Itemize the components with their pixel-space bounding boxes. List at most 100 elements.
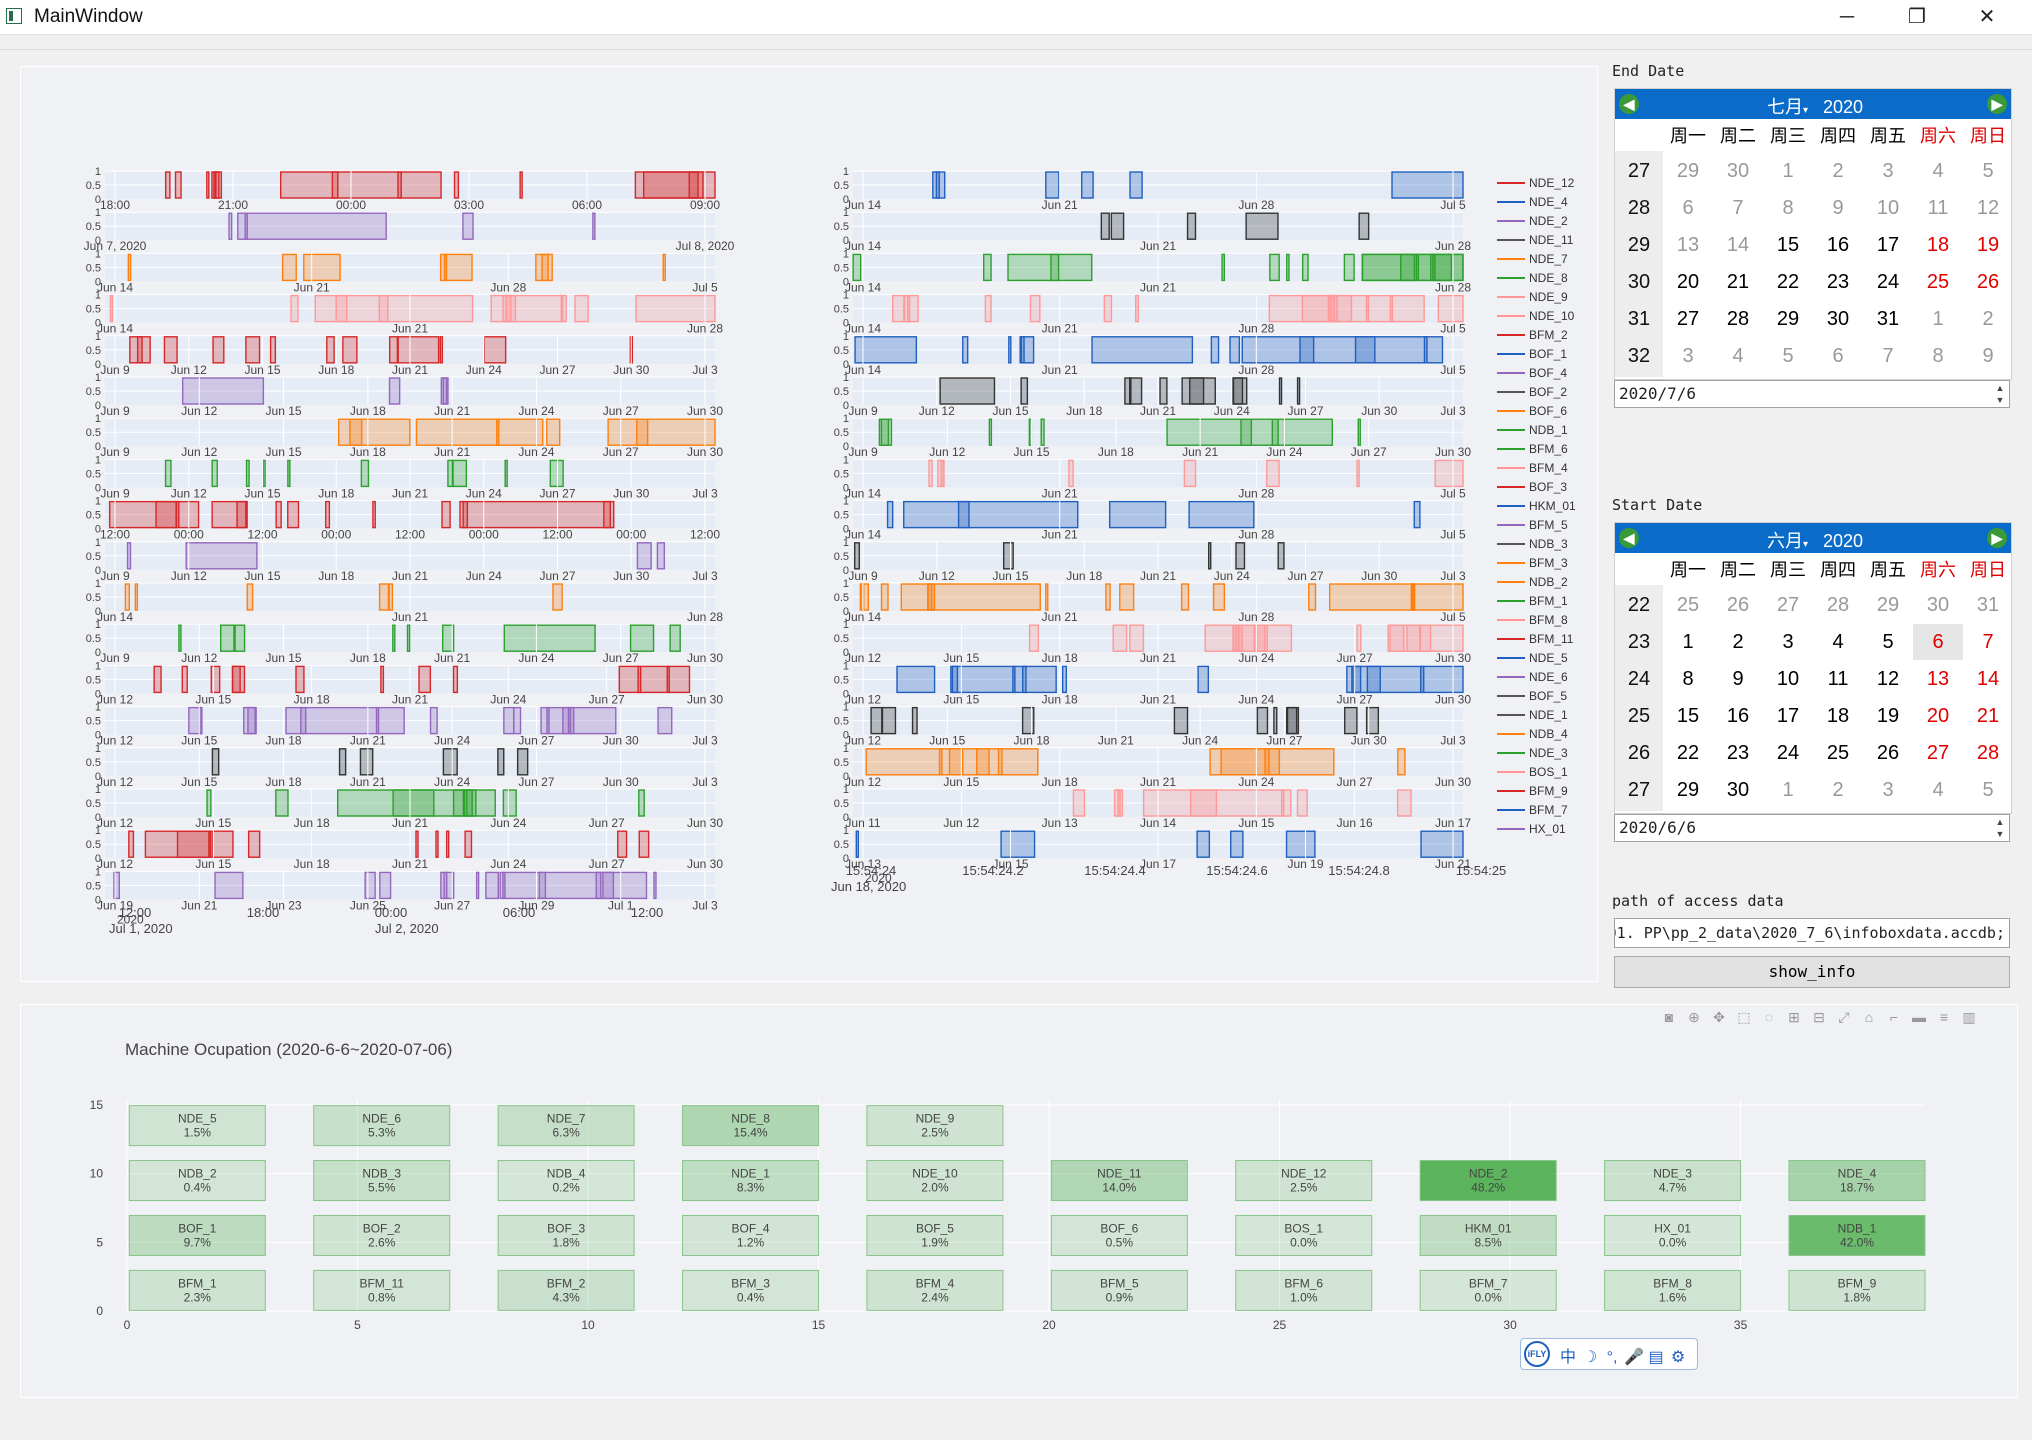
calendar-day[interactable]: 25 [1826,742,1850,764]
calendar-day[interactable]: 1 [1782,779,1794,801]
pan-icon[interactable]: ✥ [1713,1009,1725,1025]
calendar-day[interactable]: 23 [1726,742,1750,764]
path-input[interactable]: 01. PP\pp_2_data\2020_7_6\infoboxdata.ac… [1614,918,2010,948]
calendar-day[interactable]: 18 [1826,705,1850,727]
keyboard-icon[interactable]: ▤ [1648,1349,1664,1366]
punctuation-icon[interactable]: °, [1606,1349,1618,1366]
minimize-button[interactable]: ─ [1839,6,1855,28]
calendar-day[interactable]: 3 [1882,160,1894,182]
calendar-day[interactable]: 6 [1913,624,1963,660]
calendar-day[interactable]: 10 [1876,197,1900,219]
plot-modebar[interactable]: ◙ ⊕ ✥ ⬚ ◌ ⊞ ⊟ ⤢ ⌂ ⌐ ▬ ≡ ▥ [1655,1009,1980,1027]
zoom-in-icon[interactable]: ⊞ [1788,1009,1800,1025]
zoom-icon[interactable]: ⊕ [1688,1009,1700,1025]
spin-up-icon[interactable]: ▲ [1995,383,2005,393]
calendar-day[interactable]: 10 [1776,668,1800,690]
home-icon[interactable]: ⌂ [1864,1009,1874,1025]
calendar-day[interactable]: 12 [1976,197,2000,219]
moon-icon[interactable]: ☽ [1582,1349,1598,1366]
prev-month-icon[interactable]: ◀ [1619,94,1639,114]
calendar-day[interactable]: 7 [1982,631,1994,653]
calendar-day[interactable]: 3 [1882,779,1894,801]
close-button[interactable]: ✕ [1978,6,1996,28]
calendar-day[interactable]: 24 [1876,271,1900,293]
calendar-day[interactable]: 19 [1876,705,1900,727]
calendar-day[interactable]: 2 [1732,631,1744,653]
calendar-day[interactable]: 19 [1976,234,2000,256]
camera-icon[interactable]: ◙ [1664,1009,1674,1025]
calendar-day[interactable]: 4 [1932,779,1944,801]
calendar-day[interactable]: 9 [1982,345,1994,367]
calendar-day[interactable]: 5 [1882,631,1894,653]
settings-icon[interactable]: ⚙ [1670,1349,1686,1366]
calendar-day[interactable]: 27 [1926,742,1950,764]
show-info-button[interactable]: show_info [1614,956,2010,988]
calendar-day[interactable]: 31 [1876,308,1900,330]
calendar-day[interactable]: 8 [1782,197,1794,219]
calendar-day[interactable]: 28 [1976,742,2000,764]
calendar-day[interactable]: 7 [1882,345,1894,367]
end-date-calendar[interactable]: ◀ ▶ 七月▾ 2020 周一 周二 周三 周四 周五 周六 周日 27 28 29 30 31 32 29 30… [1614,88,2012,380]
calendar-day[interactable]: 26 [1976,271,2000,293]
calendar-day[interactable]: 21 [1976,705,2000,727]
calendar-day[interactable]: 3 [1782,631,1794,653]
calendar-day[interactable]: 6 [1832,345,1844,367]
calendar-day[interactable]: 28 [1726,308,1750,330]
next-month-icon[interactable]: ▶ [1987,528,2007,548]
ifly-logo-icon[interactable]: iFLY [1524,1341,1550,1367]
calendar-day[interactable]: 18 [1926,234,1950,256]
calendar-day[interactable]: 28 [1826,594,1850,616]
prev-month-icon[interactable]: ◀ [1619,528,1639,548]
box-select-icon[interactable]: ⬚ [1737,1009,1751,1025]
calendar-day[interactable]: 13 [1926,668,1950,690]
calendar-day[interactable]: 29 [1676,160,1700,182]
spike-icon[interactable]: ⌐ [1889,1009,1899,1025]
calendar-day[interactable]: 8 [1682,668,1694,690]
calendar-day[interactable]: 20 [1926,705,1950,727]
calendar-day[interactable]: 30 [1826,308,1850,330]
calendar-day[interactable]: 9 [1732,668,1744,690]
calendar-day[interactable]: 7 [1732,197,1744,219]
spin-down-icon[interactable]: ▼ [1995,395,2005,405]
calendar-day[interactable]: 22 [1676,742,1700,764]
calendar-day[interactable]: 6 [1682,197,1694,219]
start-date-calendar[interactable]: ◀ ▶ 六月▾ 2020 周一 周二 周三 周四 周五 周六 周日 22 23 24 25 26 27 25 26… [1614,522,2012,814]
occupation-chart[interactable]: Machine Ocupation (2020-6-6~2020-07-06) 0… [21,1005,2017,1397]
calendar-day[interactable]: 12 [1876,668,1900,690]
calendar-day[interactable]: 15 [1676,705,1700,727]
maximize-button[interactable]: ❐ [1908,6,1926,28]
calendar-day[interactable]: 30 [1726,779,1750,801]
calendar-day[interactable]: 3 [1682,345,1694,367]
calendar-day[interactable]: 21 [1726,271,1750,293]
calendar-day[interactable]: 30 [1726,160,1750,182]
plotly-logo-icon[interactable]: ▥ [1962,1009,1976,1025]
calendar-day[interactable]: 2 [1832,160,1844,182]
calendar-day[interactable]: 17 [1876,234,1900,256]
calendar-day[interactable]: 22 [1776,271,1800,293]
calendar-day[interactable]: 5 [1982,160,1994,182]
hover-compare-icon[interactable]: ≡ [1939,1009,1949,1025]
calendar-day[interactable]: 9 [1832,197,1844,219]
calendar-day[interactable]: 1 [1782,160,1794,182]
calendar-day[interactable]: 13 [1676,234,1700,256]
calendar-day[interactable]: 27 [1676,308,1700,330]
calendar-day[interactable]: 26 [1726,594,1750,616]
calendar-day[interactable]: 25 [1676,594,1700,616]
calendar-day[interactable]: 20 [1676,271,1700,293]
end-date-field[interactable]: 2020/7/6 ▲ ▼ [1614,380,2010,408]
calendar-day[interactable]: 16 [1726,705,1750,727]
spin-down-icon[interactable]: ▼ [1995,829,2005,839]
calendar-day[interactable]: 5 [1782,345,1794,367]
calendar-day[interactable]: 15 [1776,234,1800,256]
calendar-day[interactable]: 29 [1776,308,1800,330]
calendar-day[interactable]: 30 [1926,594,1950,616]
month-year-selector[interactable]: 七月▾ 2020 [1766,97,1864,117]
calendar-day[interactable]: 5 [1982,779,1994,801]
month-year-selector[interactable]: 六月▾ 2020 [1766,531,1864,551]
chinese-mode-icon[interactable]: 中 [1559,1349,1576,1366]
calendar-day[interactable]: 29 [1676,779,1700,801]
calendar-day[interactable]: 4 [1732,345,1744,367]
next-month-icon[interactable]: ▶ [1987,94,2007,114]
autoscale-icon[interactable]: ⤢ [1838,1009,1850,1025]
